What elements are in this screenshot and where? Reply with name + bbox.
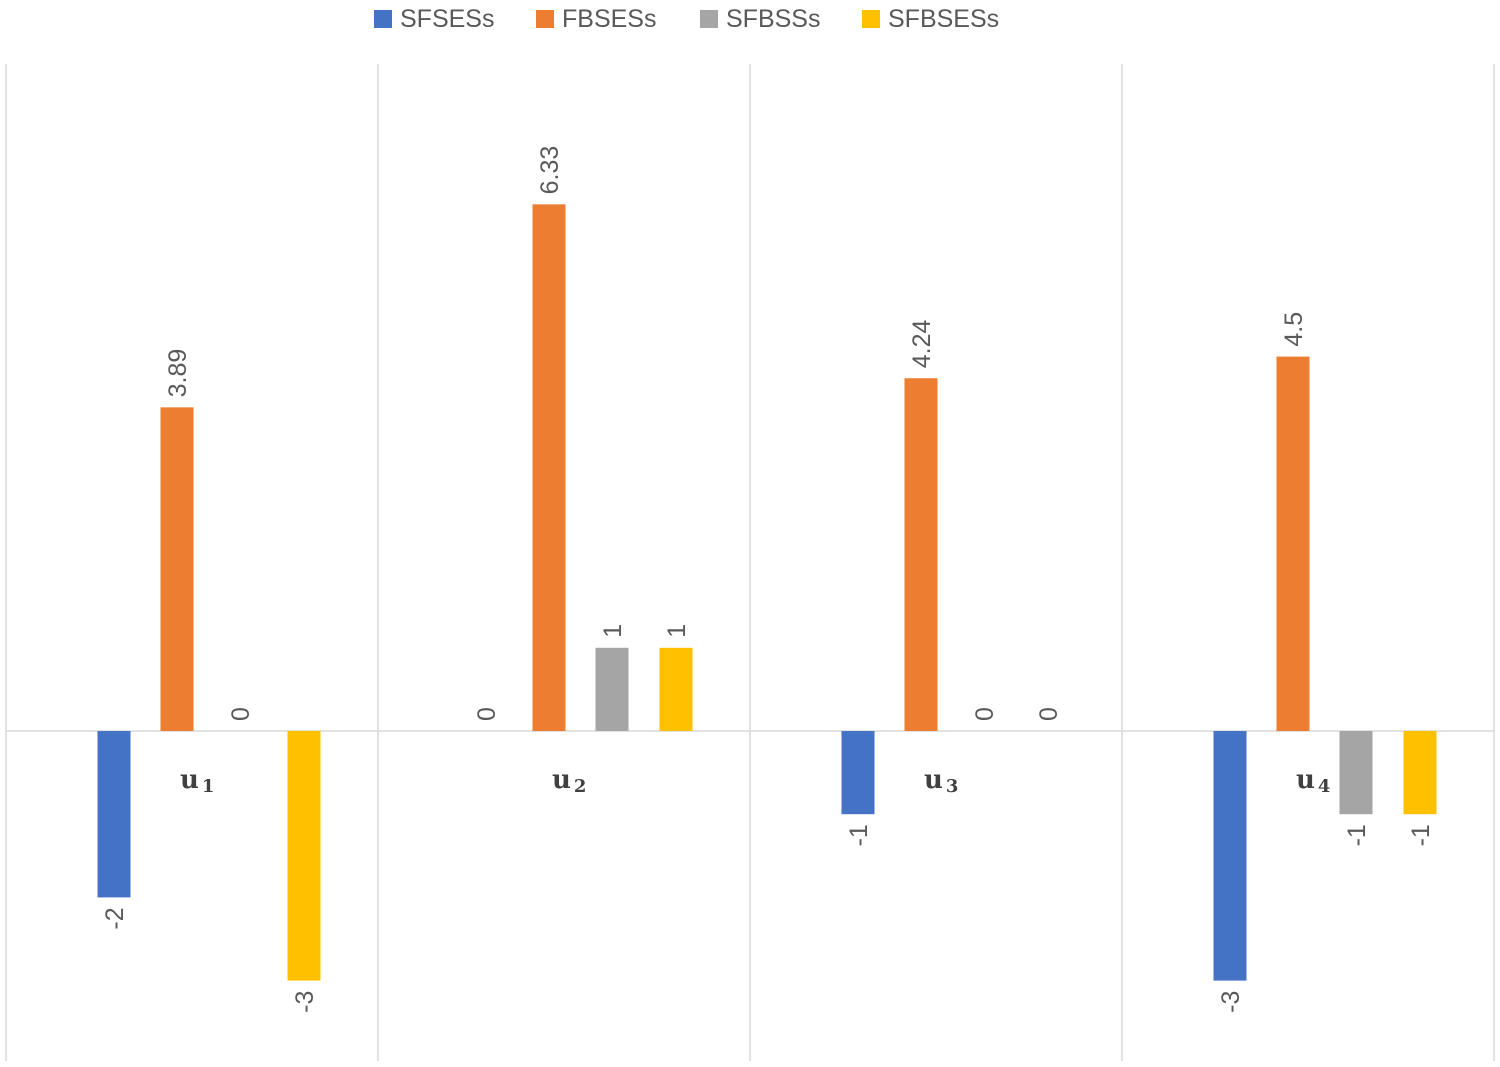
data-label-sfsess-u2: 0 <box>473 707 501 721</box>
data-label-sfbsess-u3: 0 <box>1035 707 1063 721</box>
legend-item-sfsess: SFSESs <box>374 4 494 34</box>
data-label-sfsess-u4: -3 <box>1217 991 1245 1013</box>
legend-label-sfsess: SFSESs <box>400 4 495 33</box>
legend-label-sfbsess: SFBSESs <box>888 4 1000 33</box>
bar-sfbsess-u4 <box>1403 731 1437 815</box>
bar-sfsess-u3 <box>841 731 875 815</box>
data-label-sfbsess-u2: 1 <box>663 624 691 638</box>
data-label-sfbsess-u4: -1 <box>1407 824 1435 846</box>
bar-sfbsss-u2 <box>595 647 629 731</box>
bar-fbsess-u4 <box>1276 356 1310 731</box>
legend: SFSESs FBSESs SFBSSs SFBSESs <box>0 0 1500 40</box>
legend-swatch-fbsess <box>536 10 554 28</box>
legend-label-sfbsss: SFBSSs <box>726 4 821 33</box>
data-label-fbsess-u1: 3.89 <box>164 349 192 398</box>
data-label-fbsess-u4: 4.5 <box>1280 312 1308 347</box>
bar-fbsess-u2 <box>532 204 566 731</box>
data-label-sfbsss-u1: 0 <box>227 707 255 721</box>
bar-sfbsss-u4 <box>1339 731 1373 815</box>
data-label-sfsess-u3: -1 <box>845 824 873 846</box>
bar-sfbsess-u1 <box>287 731 321 981</box>
data-label-sfbsss-u4: -1 <box>1343 824 1371 846</box>
bar-fbsess-u3 <box>904 378 938 731</box>
bar-sfbsess-u2 <box>659 647 693 731</box>
bar-sfsess-u1 <box>97 731 131 898</box>
data-label-sfsess-u1: -2 <box>101 907 129 929</box>
bar-sfsess-u4 <box>1213 731 1247 981</box>
legend-item-sfbsess: SFBSESs <box>862 4 999 34</box>
legend-swatch-sfbsss <box>700 10 718 28</box>
legend-swatch-sfsess <box>374 10 392 28</box>
data-label-fbsess-u2: 6.33 <box>536 146 564 195</box>
legend-item-sfbsss: SFBSSs <box>700 4 820 34</box>
data-label-sfbsess-u1: -3 <box>291 991 319 1013</box>
bar-fbsess-u1 <box>160 407 194 731</box>
data-label-fbsess-u3: 4.24 <box>908 319 936 368</box>
legend-swatch-sfbsess <box>862 10 880 28</box>
data-label-sfbsss-u3: 0 <box>971 707 999 721</box>
data-label-sfbsss-u2: 1 <box>599 624 627 638</box>
legend-item-fbsess: FBSESs <box>536 4 656 34</box>
legend-label-fbsess: FBSESs <box>562 4 657 33</box>
